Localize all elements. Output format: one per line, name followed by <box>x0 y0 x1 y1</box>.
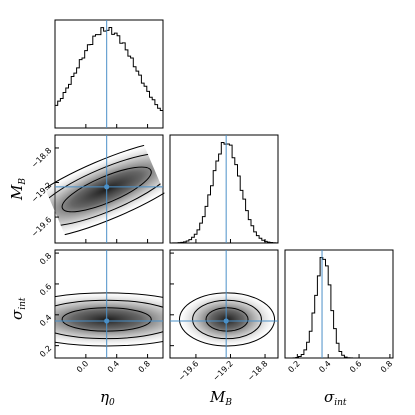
y-tick-label-mb: −18.8 <box>30 146 54 170</box>
x-axis-label-mb: MB <box>209 388 232 408</box>
x-tick-label-sigma: 0.2 <box>286 359 301 374</box>
y-axis-label-sigma: σint <box>8 297 28 320</box>
marginal-panel-sigma <box>284 249 394 359</box>
x-tick-label-eta0: 0.8 <box>137 359 152 374</box>
truth-lines-layer <box>55 20 323 358</box>
y-axis-label-mb: MB <box>8 178 28 201</box>
eta0-subscript: 0 <box>109 398 115 408</box>
x-tick-label-eta0: 0.0 <box>75 359 90 374</box>
marginal-panel-mb <box>169 134 279 244</box>
mb-subscript-y: B <box>18 178 28 186</box>
histogram-sigma <box>284 257 393 359</box>
contour-2sigma-mb-sigma <box>192 299 262 340</box>
y-tick-label-sigma: 0.6 <box>38 282 53 297</box>
y-tick-label-sigma: 0.2 <box>38 344 53 359</box>
histogram-mb <box>169 142 279 244</box>
truth-point-eta0-sigma <box>104 318 110 324</box>
x-tick-label-mb: −19.2 <box>211 359 235 383</box>
density-eta0-sigma <box>55 293 163 346</box>
sigma-subscript-y: int <box>18 297 28 310</box>
mb-symbol: M <box>209 388 226 406</box>
histogram-layer <box>54 27 393 359</box>
eta0-symbol: η <box>100 388 109 406</box>
joint-panel-mb-sigma <box>169 249 279 359</box>
marginal-panel-eta0 <box>54 19 164 129</box>
density-eta0-mb <box>33 139 176 240</box>
histogram-eta0 <box>54 27 164 128</box>
x-tick-label-sigma: 0.6 <box>348 359 363 374</box>
y-tick-label-mb: −19.6 <box>30 215 54 239</box>
truth-point-mb-sigma <box>223 318 229 324</box>
y-tick-label-sigma: 0.4 <box>38 313 53 328</box>
sigma-symbol: σ <box>324 388 335 406</box>
contour-3sigma-eta0-mb <box>33 138 176 241</box>
contour-1sigma-mb-sigma <box>205 307 249 332</box>
x-tick-label-eta0: 0.4 <box>106 359 121 374</box>
sigma-symbol-y: σ <box>8 309 26 320</box>
contour-3sigma-mb-sigma <box>178 292 276 347</box>
sigma-subscript: int <box>334 398 347 408</box>
x-tick-label-mb: −18.8 <box>246 359 270 383</box>
mb-symbol-y: M <box>8 184 26 201</box>
x-axis-label-sigma: σint <box>324 388 347 408</box>
truth-point-eta0-mb <box>104 184 110 190</box>
x-axis-label-eta0: η0 <box>100 388 115 408</box>
contour-1sigma-eta0-mb <box>61 166 152 213</box>
y-tick-label-sigma: 0.8 <box>38 251 53 266</box>
x-tick-label-mb: −19.6 <box>177 359 201 383</box>
mb-subscript: B <box>224 398 232 408</box>
x-tick-label-sigma: 0.4 <box>317 359 332 374</box>
x-tick-label-sigma: 0.8 <box>379 359 394 374</box>
